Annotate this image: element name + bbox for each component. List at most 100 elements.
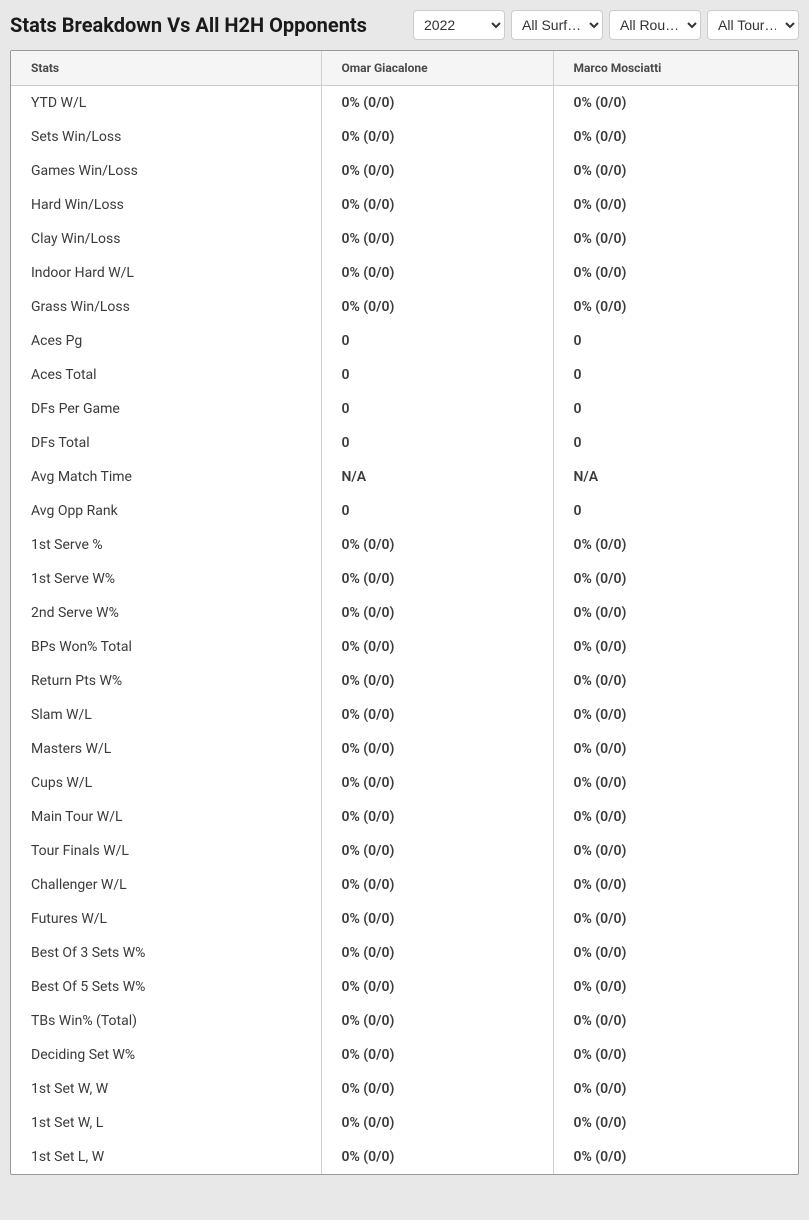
stat-value-player2: 0% (0/0) (553, 562, 798, 596)
stat-label: Avg Opp Rank (11, 494, 321, 528)
table-row: Grass Win/Loss0% (0/0)0% (0/0) (11, 290, 798, 324)
stat-value-player2: 0% (0/0) (553, 800, 798, 834)
stat-label: YTD W/L (11, 86, 321, 121)
table-row: 1st Serve W%0% (0/0)0% (0/0) (11, 562, 798, 596)
round-select[interactable]: All Rou… (609, 10, 701, 40)
table-row: DFs Per Game00 (11, 392, 798, 426)
stat-label: TBs Win% (Total) (11, 1004, 321, 1038)
stat-value-player1: 0% (0/0) (321, 800, 553, 834)
table-row: Hard Win/Loss0% (0/0)0% (0/0) (11, 188, 798, 222)
stat-value-player2: 0% (0/0) (553, 630, 798, 664)
table-row: 1st Set W, W0% (0/0)0% (0/0) (11, 1072, 798, 1106)
stat-value-player1: 0% (0/0) (321, 188, 553, 222)
surface-select[interactable]: All Surf… (511, 10, 603, 40)
table-row: Tour Finals W/L0% (0/0)0% (0/0) (11, 834, 798, 868)
stat-value-player2: 0 (553, 358, 798, 392)
stat-value-player2: 0% (0/0) (553, 256, 798, 290)
stat-value-player2: 0% (0/0) (553, 766, 798, 800)
stat-value-player1: 0% (0/0) (321, 86, 553, 121)
tour-select[interactable]: All Tour… (707, 10, 799, 40)
stat-label: 1st Set W, L (11, 1106, 321, 1140)
table-row: BPs Won% Total0% (0/0)0% (0/0) (11, 630, 798, 664)
column-header-player1: Omar Giacalone (321, 51, 553, 86)
stat-label: Games Win/Loss (11, 154, 321, 188)
stat-value-player1: 0% (0/0) (321, 1106, 553, 1140)
stat-value-player2: 0% (0/0) (553, 664, 798, 698)
stat-value-player2: 0 (553, 392, 798, 426)
filter-group: 2022 All Surf… All Rou… All Tour… (413, 10, 799, 40)
stat-label: Best Of 3 Sets W% (11, 936, 321, 970)
table-row: YTD W/L0% (0/0)0% (0/0) (11, 86, 798, 121)
stat-label: Indoor Hard W/L (11, 256, 321, 290)
table-row: Futures W/L0% (0/0)0% (0/0) (11, 902, 798, 936)
stat-label: Challenger W/L (11, 868, 321, 902)
stat-label: 1st Serve % (11, 528, 321, 562)
stat-value-player1: 0% (0/0) (321, 528, 553, 562)
stats-table: Stats Omar Giacalone Marco Mosciatti YTD… (11, 51, 798, 1174)
table-row: 2nd Serve W%0% (0/0)0% (0/0) (11, 596, 798, 630)
table-row: DFs Total00 (11, 426, 798, 460)
table-row: Avg Match TimeN/AN/A (11, 460, 798, 494)
table-header-row: Stats Omar Giacalone Marco Mosciatti (11, 51, 798, 86)
table-row: Main Tour W/L0% (0/0)0% (0/0) (11, 800, 798, 834)
stat-value-player1: 0% (0/0) (321, 256, 553, 290)
stat-value-player1: 0 (321, 324, 553, 358)
column-header-player2: Marco Mosciatti (553, 51, 798, 86)
stat-value-player1: 0% (0/0) (321, 1038, 553, 1072)
stat-value-player2: 0% (0/0) (553, 902, 798, 936)
stat-value-player1: 0% (0/0) (321, 868, 553, 902)
table-row: Slam W/L0% (0/0)0% (0/0) (11, 698, 798, 732)
stat-value-player2: 0% (0/0) (553, 154, 798, 188)
stat-label: 1st Set L, W (11, 1140, 321, 1174)
stat-value-player2: 0 (553, 324, 798, 358)
stat-value-player2: 0% (0/0) (553, 1072, 798, 1106)
stat-value-player1: 0% (0/0) (321, 562, 553, 596)
stat-label: 1st Set W, W (11, 1072, 321, 1106)
stats-table-wrapper: Stats Omar Giacalone Marco Mosciatti YTD… (10, 50, 799, 1175)
header-bar: Stats Breakdown Vs All H2H Opponents 202… (0, 0, 809, 50)
stat-value-player2: 0% (0/0) (553, 834, 798, 868)
stat-value-player1: 0 (321, 392, 553, 426)
stat-label: Clay Win/Loss (11, 222, 321, 256)
stat-label: DFs Per Game (11, 392, 321, 426)
stat-label: Return Pts W% (11, 664, 321, 698)
stat-value-player2: 0% (0/0) (553, 1038, 798, 1072)
stat-label: BPs Won% Total (11, 630, 321, 664)
stat-value-player2: 0% (0/0) (553, 1140, 798, 1174)
table-row: 1st Set W, L0% (0/0)0% (0/0) (11, 1106, 798, 1140)
stat-value-player2: 0% (0/0) (553, 290, 798, 324)
stat-value-player1: 0% (0/0) (321, 766, 553, 800)
page-title: Stats Breakdown Vs All H2H Opponents (10, 13, 367, 37)
stat-value-player2: 0% (0/0) (553, 86, 798, 121)
stat-value-player1: 0% (0/0) (321, 970, 553, 1004)
stat-label: Sets Win/Loss (11, 120, 321, 154)
stat-value-player1: 0% (0/0) (321, 290, 553, 324)
stat-label: Aces Pg (11, 324, 321, 358)
table-row: 1st Set L, W0% (0/0)0% (0/0) (11, 1140, 798, 1174)
stat-value-player2: 0% (0/0) (553, 596, 798, 630)
table-row: 1st Serve %0% (0/0)0% (0/0) (11, 528, 798, 562)
stat-label: 2nd Serve W% (11, 596, 321, 630)
stat-value-player1: 0% (0/0) (321, 834, 553, 868)
table-row: Indoor Hard W/L0% (0/0)0% (0/0) (11, 256, 798, 290)
table-row: Clay Win/Loss0% (0/0)0% (0/0) (11, 222, 798, 256)
stat-value-player1: 0% (0/0) (321, 630, 553, 664)
year-select[interactable]: 2022 (413, 10, 505, 40)
stat-value-player1: 0% (0/0) (321, 1072, 553, 1106)
stat-label: Grass Win/Loss (11, 290, 321, 324)
stat-value-player1: 0 (321, 426, 553, 460)
stat-value-player2: N/A (553, 460, 798, 494)
stat-label: Cups W/L (11, 766, 321, 800)
stat-value-player1: 0% (0/0) (321, 936, 553, 970)
table-row: Challenger W/L0% (0/0)0% (0/0) (11, 868, 798, 902)
stat-label: Masters W/L (11, 732, 321, 766)
table-row: TBs Win% (Total)0% (0/0)0% (0/0) (11, 1004, 798, 1038)
stat-value-player1: N/A (321, 460, 553, 494)
stat-value-player1: 0% (0/0) (321, 596, 553, 630)
column-header-stats: Stats (11, 51, 321, 86)
table-row: Aces Pg00 (11, 324, 798, 358)
stat-value-player2: 0% (0/0) (553, 936, 798, 970)
stat-label: Hard Win/Loss (11, 188, 321, 222)
stat-label: Best Of 5 Sets W% (11, 970, 321, 1004)
stat-value-player2: 0% (0/0) (553, 732, 798, 766)
